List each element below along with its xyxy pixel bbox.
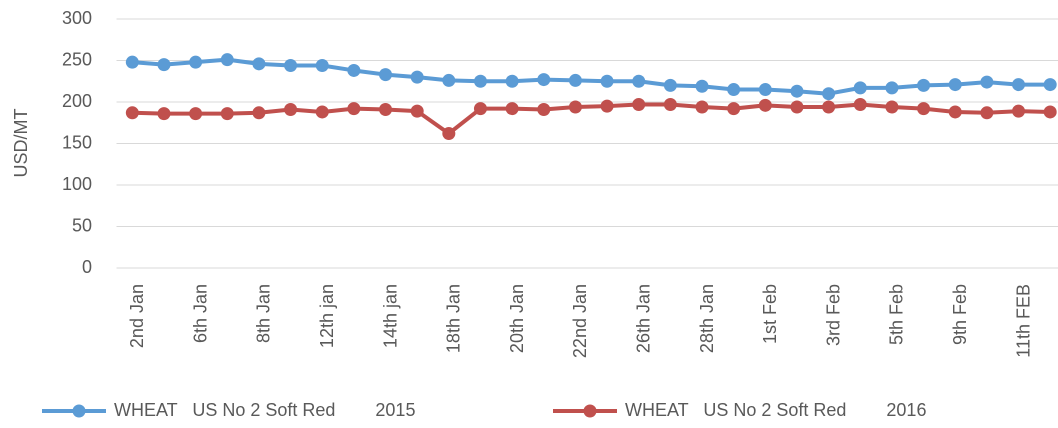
y-tick-label: 150 (62, 132, 92, 152)
y-tick-label: 100 (62, 174, 92, 194)
data-point (1043, 105, 1057, 119)
y-tick-label: 200 (62, 91, 92, 111)
data-point (885, 100, 899, 114)
x-tick-label: 28th Jan (697, 284, 717, 353)
data-point (189, 107, 203, 121)
data-point (568, 73, 582, 87)
x-tick-label: 18th Jan (444, 284, 464, 353)
legend-label: WHEAT US No 2 Soft Red 2015 (114, 400, 415, 420)
data-point (1043, 78, 1057, 92)
data-point (727, 102, 741, 116)
data-point (822, 87, 836, 101)
x-tick-label: 5th Feb (887, 284, 907, 345)
x-tick-label: 3rd Feb (823, 284, 843, 346)
x-tick-label: 22nd Jan (570, 284, 590, 358)
data-point (125, 106, 139, 120)
x-tick-label: 2nd Jan (127, 284, 147, 348)
data-point (980, 75, 994, 89)
data-point (284, 58, 298, 72)
x-tick-label: 8th Jan (254, 284, 274, 343)
series-line (132, 102, 1051, 136)
data-point (347, 63, 361, 77)
x-tick-label: 20th Jan (507, 284, 527, 353)
data-point (189, 55, 203, 69)
data-point (885, 81, 899, 95)
x-tick-label: 9th Feb (950, 284, 970, 345)
data-point (442, 127, 456, 141)
data-point (252, 106, 266, 120)
y-tick-label: 0 (82, 257, 92, 277)
data-point (695, 79, 709, 93)
data-point (600, 99, 614, 113)
x-tick-label: 12th jan (317, 284, 337, 348)
data-point (758, 98, 772, 112)
y-tick-label: 300 (62, 8, 92, 28)
data-point (948, 105, 962, 119)
x-tick-label: 26th Jan (633, 284, 653, 353)
data-point (157, 58, 171, 72)
data-point (853, 97, 867, 111)
x-tick-label: 11th FEB (1013, 284, 1033, 358)
data-point (220, 53, 234, 67)
data-point (663, 97, 677, 111)
data-point (537, 102, 551, 116)
data-point (473, 102, 487, 116)
data-point (568, 100, 582, 114)
data-point (410, 70, 424, 84)
data-point (1012, 104, 1026, 118)
y-tick-label: 50 (72, 215, 92, 235)
series-line (132, 57, 1051, 96)
data-point (315, 105, 329, 119)
data-point (347, 102, 361, 116)
data-point (473, 74, 487, 88)
data-point (727, 83, 741, 97)
data-point (442, 73, 456, 87)
data-point (284, 102, 298, 116)
legend-marker (583, 404, 597, 418)
data-point (695, 100, 709, 114)
data-point (853, 81, 867, 95)
data-point (125, 55, 139, 69)
data-point (379, 68, 393, 82)
data-point (980, 106, 994, 120)
data-point (315, 58, 329, 72)
data-point (948, 78, 962, 92)
x-tick-label: 1st Feb (760, 284, 780, 344)
data-point (917, 78, 931, 92)
x-tick-label: 14th jan (380, 284, 400, 348)
data-point (663, 78, 677, 92)
y-axis-label: USD/MT (11, 109, 31, 178)
data-point (632, 97, 646, 111)
data-point (1012, 78, 1026, 92)
data-point (822, 100, 836, 114)
data-point (758, 83, 772, 97)
data-point (410, 104, 424, 118)
y-tick-label: 250 (62, 49, 92, 69)
data-point (790, 84, 804, 98)
data-point (600, 74, 614, 88)
data-point (632, 74, 646, 88)
data-point (379, 102, 393, 116)
legend-marker (72, 404, 86, 418)
data-point (157, 107, 171, 121)
data-point (790, 100, 804, 114)
data-point (917, 102, 931, 116)
data-point (505, 74, 519, 88)
data-point (220, 107, 234, 121)
data-point (252, 57, 266, 71)
x-tick-label: 6th Jan (190, 284, 210, 343)
data-point (505, 102, 519, 116)
data-point (537, 73, 551, 87)
legend-label: WHEAT US No 2 Soft Red 2016 (625, 400, 926, 420)
